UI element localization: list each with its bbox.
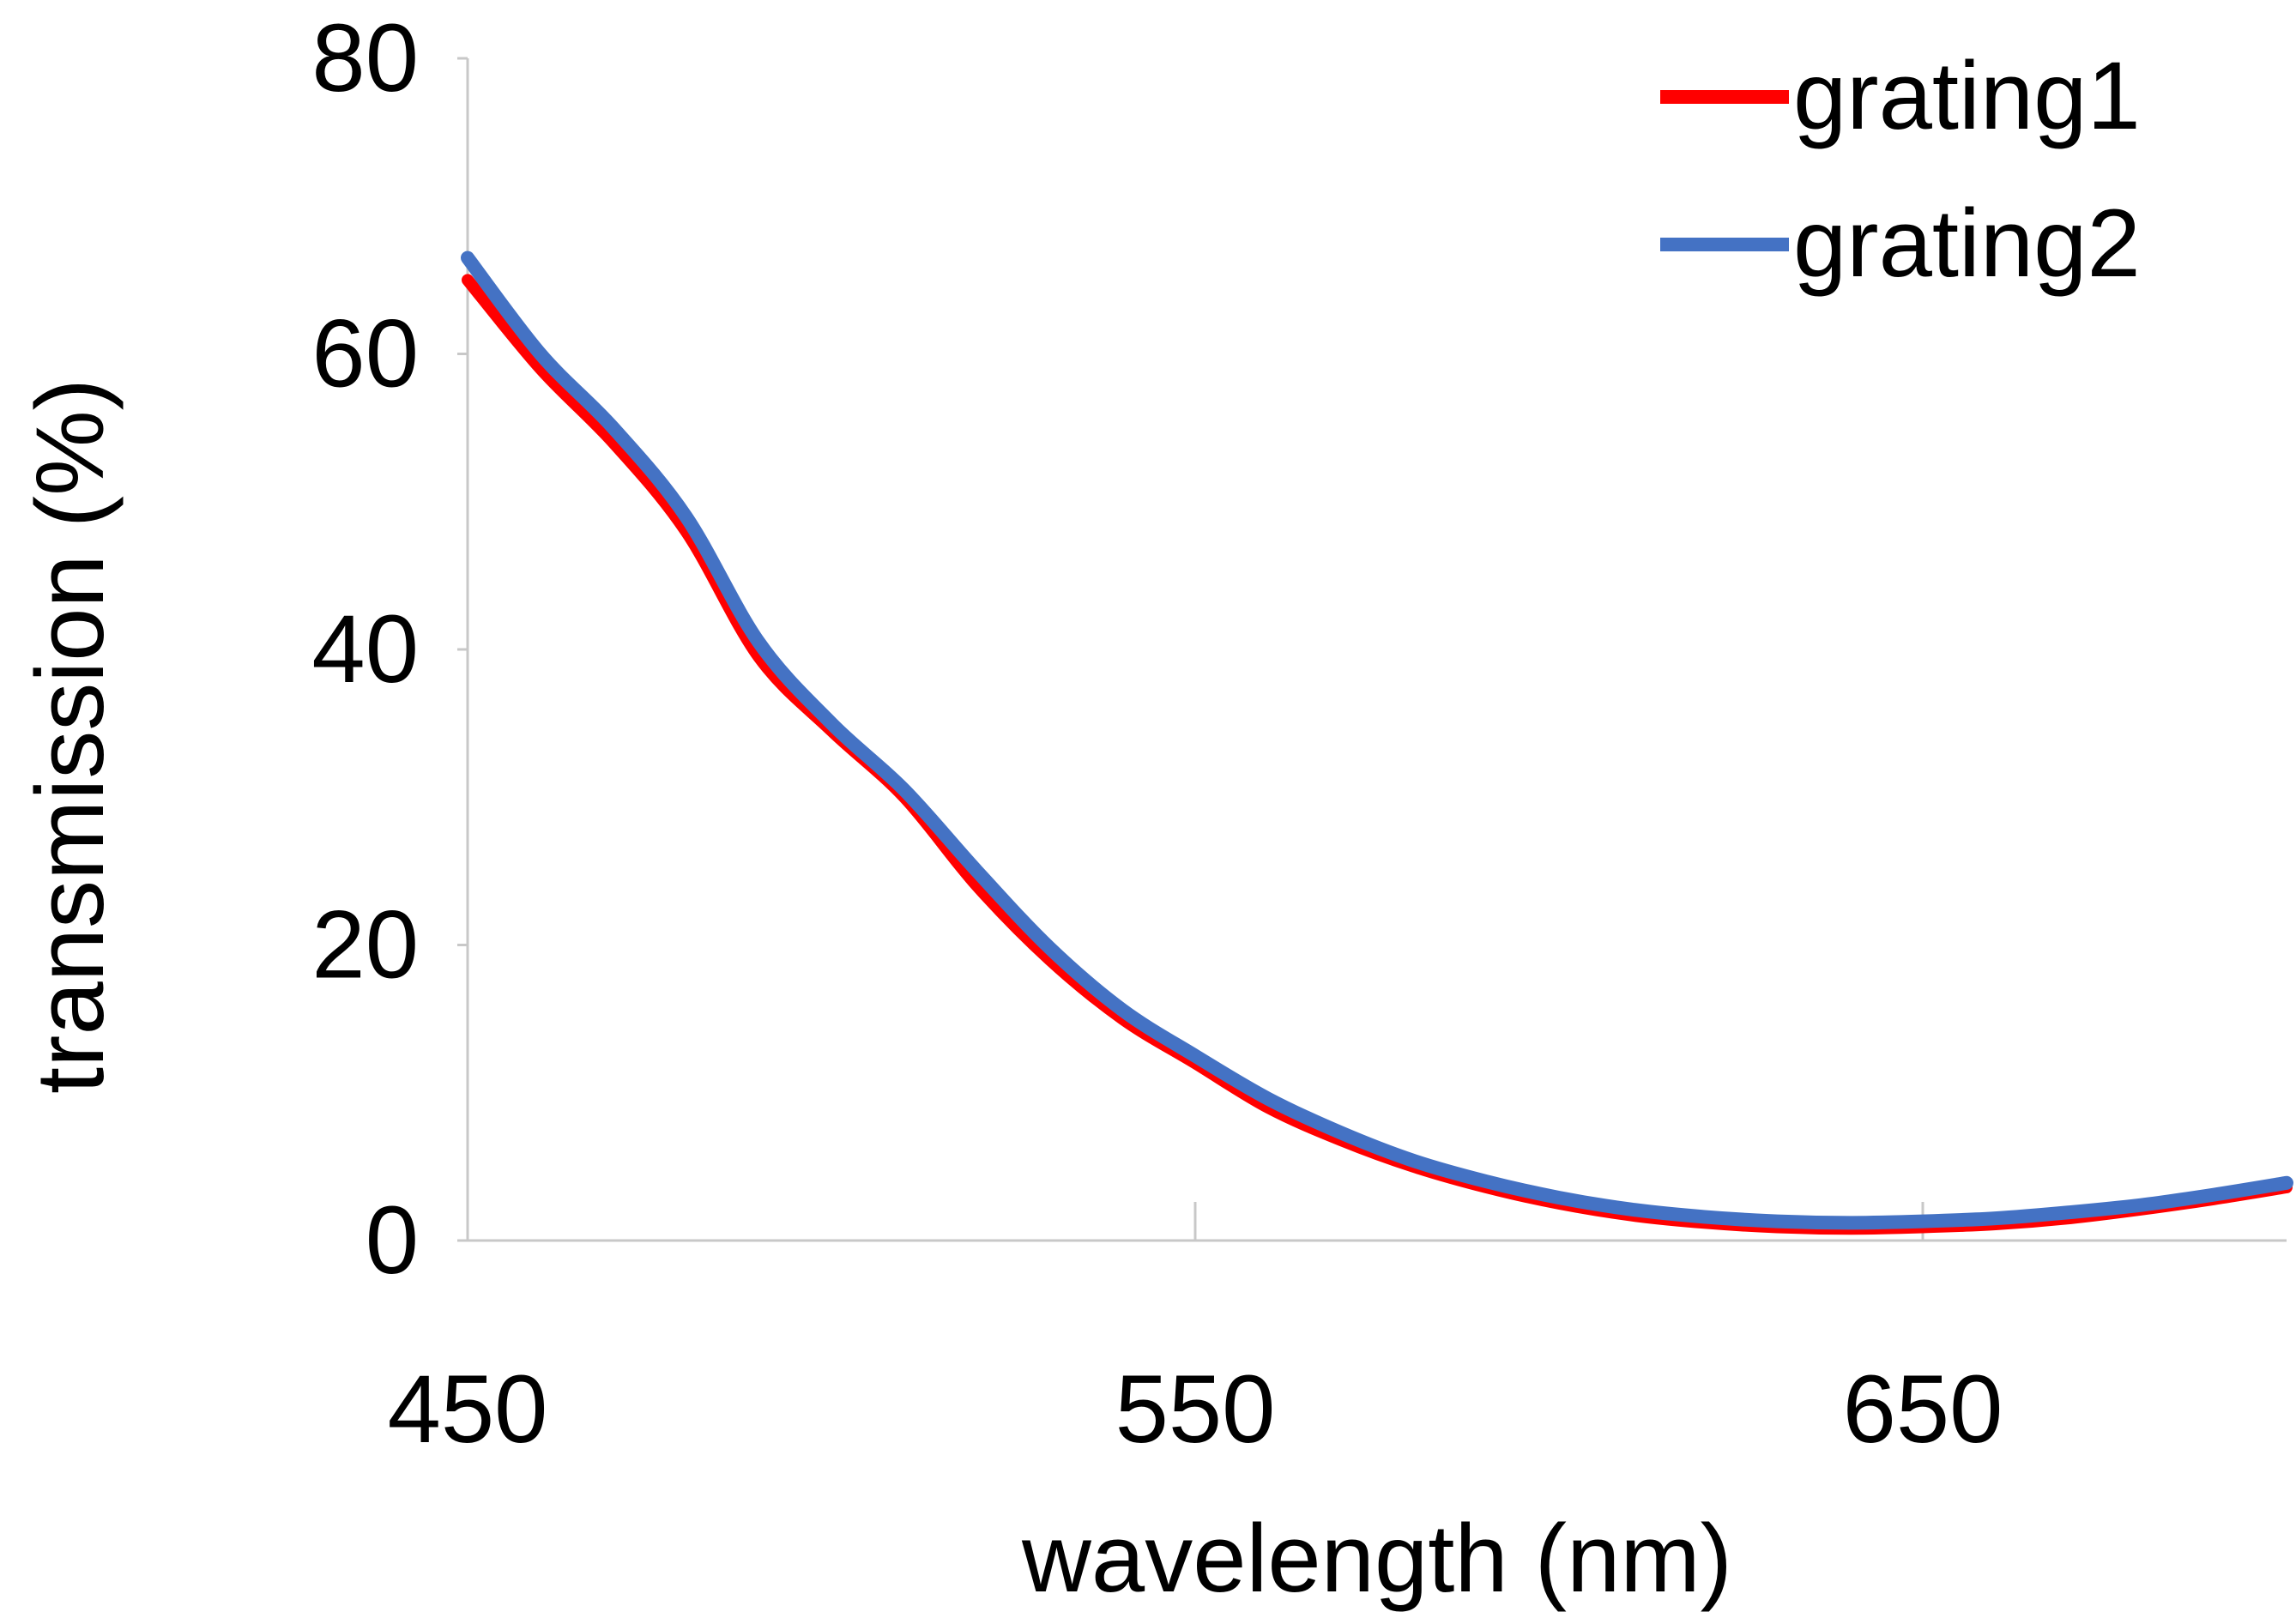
x-tick-label: 650 <box>1843 1355 2003 1463</box>
x-ticks: 450 550 650 <box>388 1202 2003 1463</box>
legend: grating1 grating2 <box>1660 42 2141 297</box>
x-axis-title: wavelength (nm) <box>1021 1505 1732 1612</box>
legend-label-grating1: grating1 <box>1793 42 2141 149</box>
y-tick-label: 40 <box>311 595 419 703</box>
series-line-grating1 <box>462 274 2293 1235</box>
series-lines <box>461 251 2293 1235</box>
x-tick-label: 550 <box>1115 1355 1276 1463</box>
y-tick-label: 0 <box>366 1186 419 1294</box>
series-line-grating2 <box>461 251 2293 1230</box>
plot-area: 0 20 40 60 80 450 550 650 <box>311 4 2293 1463</box>
y-tick-label: 80 <box>311 4 419 112</box>
y-ticks: 0 20 40 60 80 <box>311 4 468 1294</box>
y-tick-label: 20 <box>311 891 419 999</box>
y-tick-label: 60 <box>311 300 419 408</box>
legend-label-grating2: grating2 <box>1793 190 2141 297</box>
y-axis-title: transmission (%) <box>16 378 124 1094</box>
x-tick-label: 450 <box>388 1355 548 1463</box>
